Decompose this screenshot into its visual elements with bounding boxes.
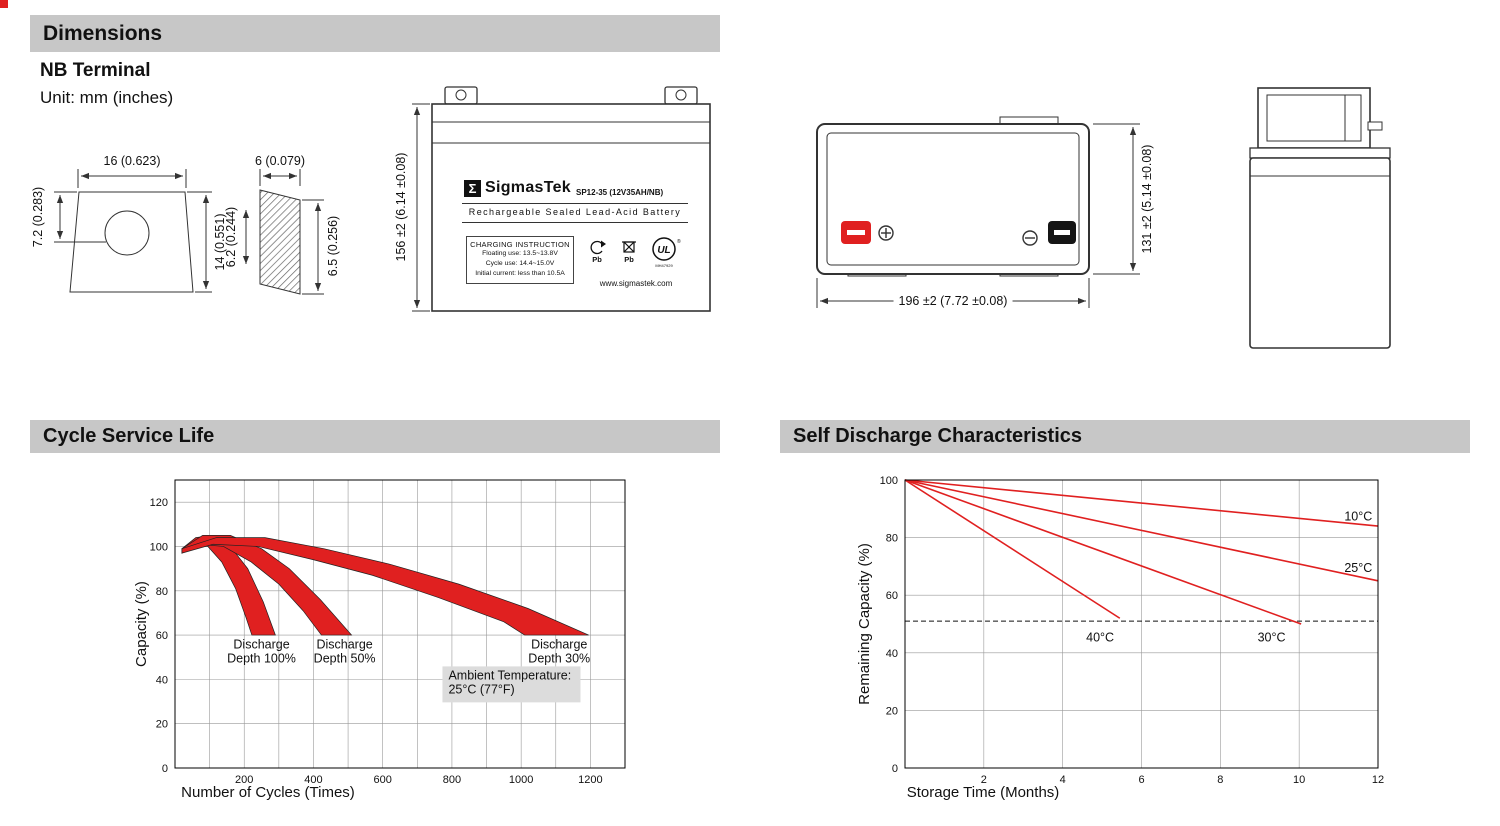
y-axis-label: Capacity (%) — [133, 581, 150, 667]
annotation-text: Depth 30% — [528, 651, 590, 665]
data-line — [904, 479, 1379, 582]
x-tick-label: 200 — [235, 774, 253, 786]
y-tick-label: 0 — [162, 763, 168, 775]
x-tick-label: 6 — [1138, 774, 1144, 786]
y-tick-label: 100 — [150, 541, 168, 553]
self-discharge-chart: 10°C 25°C 30°C 40°C 2 4 6 8 10 12 0 20 40 60 80 100 Stor… — [856, 475, 1384, 801]
annotation-text: Discharge — [531, 637, 587, 651]
x-tick-label: 10 — [1293, 774, 1305, 786]
pb-recycle-icon: Pb — [590, 240, 606, 264]
y-tick-label: 60 — [156, 630, 168, 642]
x-tick-label: 8 — [1217, 774, 1223, 786]
section-header-cycle-service-life: Cycle Service Life — [30, 420, 720, 453]
annotation-text: Depth 50% — [314, 651, 376, 665]
plot-border — [904, 479, 1379, 769]
x-tick-label: 1000 — [509, 774, 533, 786]
dim-terminal-side-left: 6.2 (0.244) — [224, 206, 238, 268]
plus-polarity-icon — [878, 225, 894, 241]
page-corner-mark — [0, 0, 8, 8]
terminal-side-drawing — [242, 169, 324, 295]
y-tick-label: 0 — [892, 763, 898, 775]
label-divider — [462, 203, 688, 204]
annotation-text: Depth 100% — [227, 651, 296, 665]
cycle-service-life-chart: 200 400 600 800 1000 1200 0 20 40 60 80 100 120 Disch… — [133, 479, 626, 801]
y-tick-label: 40 — [886, 648, 898, 660]
dim-front-height: 156 ±2 (6.14 ±0.08) — [394, 152, 408, 262]
annotation-text: Discharge — [316, 637, 372, 651]
series-label: 30°C — [1258, 630, 1286, 644]
brand-name: SigmasTek — [485, 179, 571, 196]
section-header-self-discharge: Self Discharge Characteristics — [780, 420, 1470, 453]
dim-terminal-front-left: 7.2 (0.283) — [31, 186, 45, 248]
charging-line-1: Floating use: 13.5~13.8V — [482, 250, 558, 257]
website-url: www.sigmastek.com — [599, 279, 673, 288]
data-line — [904, 479, 1121, 619]
annotation-bg — [442, 666, 581, 703]
x-axis-label: Storage Time (Months) — [907, 784, 1060, 801]
svg-text:UL: UL — [657, 245, 670, 256]
section-title: Self Discharge Characteristics — [793, 425, 1083, 447]
svg-text:Pb: Pb — [592, 255, 602, 264]
minus-polarity-icon — [1022, 230, 1038, 246]
pb-no-trash-icon: Pb — [622, 241, 636, 264]
x-tick-label: 1200 — [578, 774, 602, 786]
svg-text:®: ® — [677, 238, 681, 245]
data-line — [904, 479, 1379, 527]
x-axis-label: Number of Cycles (Times) — [181, 784, 355, 801]
charging-title: CHARGING INSTRUCTION — [470, 240, 570, 249]
brand-logo-icon: Σ — [464, 180, 481, 197]
dim-top-width: 196 ±2 (7.72 ±0.08) — [893, 294, 1013, 308]
charging-line-3: Initial current: less than 10.5A — [475, 269, 565, 277]
y-tick-label: 20 — [156, 719, 168, 731]
terminal-front-drawing — [54, 169, 212, 293]
battery-side-drawing — [1249, 87, 1391, 349]
y-axis-label: Remaining Capacity (%) — [856, 543, 873, 705]
y-tick-label: 80 — [156, 586, 168, 598]
dim-top-depth: 131 ±2 (5.14 ±0.08) — [1140, 144, 1154, 254]
series-label: 10°C — [1344, 509, 1372, 523]
battery-top-drawing — [816, 116, 1140, 308]
data-band — [181, 537, 589, 636]
y-tick-label: 120 — [150, 497, 168, 509]
label-divider — [462, 222, 688, 223]
compliance-icons: Pb Pb UL ® MH47929 — [586, 236, 690, 278]
x-tick-label: 4 — [1060, 774, 1066, 786]
dim-terminal-side-right: 6.5 (0.256) — [326, 215, 340, 277]
section-header-dimensions: Dimensions — [30, 15, 720, 52]
y-tick-label: 100 — [880, 475, 898, 487]
annotation-text: Discharge — [233, 637, 289, 651]
charging-line-2: Cycle use: 14.4~15.0V — [485, 259, 555, 267]
data-line — [904, 479, 1302, 625]
annotation-text: Ambient Temperature: — [448, 668, 571, 682]
x-tick-label: 800 — [443, 774, 461, 786]
nb-terminal-title: NB Terminal — [40, 60, 151, 81]
ul-mark-icon: UL ® MH47929 — [652, 237, 681, 268]
x-tick-label: 2 — [981, 774, 987, 786]
charging-instruction-box: CHARGING INSTRUCTION Floating use: 13.5~… — [466, 236, 574, 284]
y-tick-label: 40 — [156, 674, 168, 686]
section-title: Cycle Service Life — [43, 425, 215, 447]
y-tick-label: 20 — [886, 705, 898, 717]
svg-text:MH47929: MH47929 — [655, 263, 673, 268]
unit-label: Unit: mm (inches) — [40, 88, 174, 107]
battery-label: Σ SigmasTek SP12-35 (12V35AH/NB) Recharg… — [452, 176, 698, 308]
annotation-text: 25°C (77°F) — [448, 682, 514, 696]
battery-front-drawing — [412, 86, 711, 312]
plot-border — [174, 479, 626, 769]
battery-type-text: Rechargeable Sealed Lead-Acid Battery — [468, 207, 682, 217]
series-label: 25°C — [1344, 561, 1372, 575]
model-number: SP12-35 (12V35AH/NB) — [576, 188, 664, 197]
svg-text:Pb: Pb — [624, 255, 634, 264]
section-title: Dimensions — [43, 21, 163, 45]
dim-terminal-front-width: 16 (0.623) — [103, 154, 161, 168]
x-tick-label: 12 — [1372, 774, 1384, 786]
dim-terminal-side-width: 6 (0.079) — [254, 154, 306, 168]
series-label: 40°C — [1086, 630, 1114, 644]
y-tick-label: 60 — [886, 590, 898, 602]
y-tick-label: 80 — [886, 533, 898, 545]
x-tick-label: 400 — [304, 774, 322, 786]
x-tick-label: 600 — [374, 774, 392, 786]
